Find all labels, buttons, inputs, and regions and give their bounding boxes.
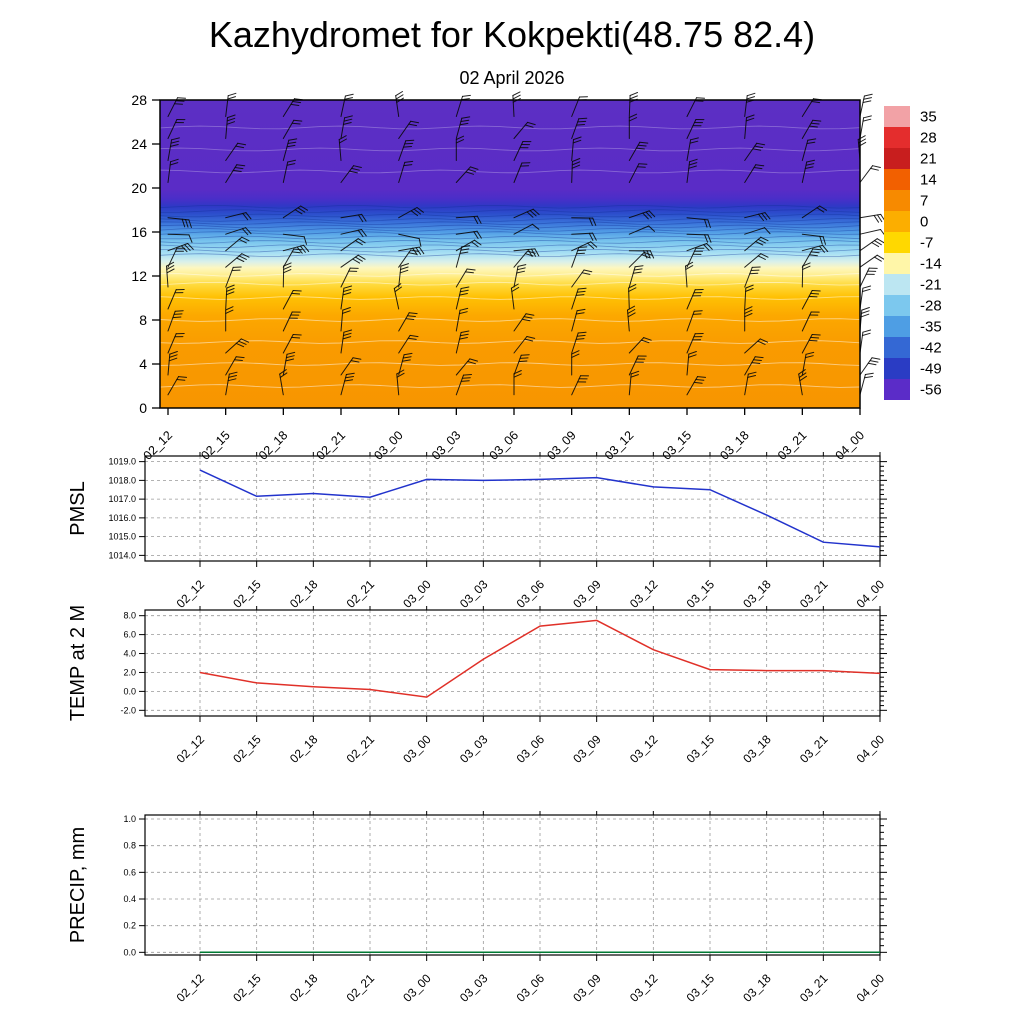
x-tick-label: 03_15 <box>684 971 718 1005</box>
colorbar-segment <box>884 337 910 358</box>
gridlines <box>145 815 880 955</box>
gridlines <box>145 610 880 716</box>
colorbar-segment <box>884 148 910 169</box>
y-tick-label: 1016.0 <box>108 513 136 523</box>
plot-border <box>145 610 880 716</box>
gridlines <box>145 456 880 561</box>
y-tick-label: 2.0 <box>123 667 136 677</box>
y-tick-label: 0.0 <box>123 947 136 957</box>
colorbar-label: 7 <box>920 193 928 210</box>
x-tick-label: 03_00 <box>400 971 434 1005</box>
x-tick-label: 03_00 <box>400 732 434 766</box>
y-tick-label: 1019.0 <box>108 457 136 467</box>
x-tick-label: 03_12 <box>627 971 661 1005</box>
x-tick-label: 03_09 <box>570 732 604 766</box>
page-subtitle: 02 April 2026 <box>0 68 1024 89</box>
colorbar-segment <box>884 106 910 127</box>
precip-line-chart: 1.0 0.8 0.6 0.4 0.2 0.0 02_12 02_15 02_18 02_21 03… <box>60 807 940 1027</box>
colorbar-segment <box>884 211 910 232</box>
y-tick-label: 16 <box>131 224 147 240</box>
x-tick-label: 02_15 <box>230 732 264 766</box>
colorbar-label: -56 <box>920 382 942 399</box>
y-tick-label: 0.0 <box>123 686 136 696</box>
colorbar-segment <box>884 232 910 253</box>
y-tick-label: 24 <box>131 136 147 152</box>
x-tick-label: 02_12 <box>174 732 208 766</box>
y-tick-label: 0.8 <box>123 841 136 851</box>
colorbar-label: -14 <box>920 256 942 273</box>
x-tick-label: 03_06 <box>514 732 548 766</box>
colorbar-label: -49 <box>920 361 942 378</box>
x-tick-label: 04_00 <box>854 971 888 1005</box>
colorbar-label: 21 <box>920 151 937 168</box>
colorbar-segment <box>884 358 910 379</box>
plot-border <box>145 815 880 955</box>
y-tick-label: 8 <box>139 312 147 328</box>
y-tick-label: 0.6 <box>123 867 136 877</box>
colorbar-label: -35 <box>920 319 942 336</box>
colorbar-label: -42 <box>920 340 942 357</box>
y-tick-label: 1015.0 <box>108 532 136 542</box>
x-tick-label: 03_18 <box>740 971 774 1005</box>
y-tick-label: 6.0 <box>123 630 136 640</box>
x-tick-label: 02_18 <box>287 732 321 766</box>
x-tick-label: 03_03 <box>457 971 491 1005</box>
x-tick-label: 03_15 <box>684 732 718 766</box>
colorbar-label: -7 <box>920 235 933 252</box>
colorbar-label: -28 <box>920 298 942 315</box>
colorbar-label: 35 <box>920 109 937 126</box>
y-tick-label: 4.0 <box>123 649 136 659</box>
y-tick-label: 1017.0 <box>108 494 136 504</box>
y-tick-label: 20 <box>131 180 147 196</box>
page-title: Kazhydromet for Kokpekti(48.75 82.4) <box>0 14 1024 56</box>
y-tick-label: 0.2 <box>123 921 136 931</box>
colorbar-label: 0 <box>920 214 928 231</box>
x-tick-label: 03_18 <box>740 732 774 766</box>
y-tick-label: -2.0 <box>120 705 136 715</box>
colorbar-label: 28 <box>920 130 937 147</box>
panel-ylabel: PMSL <box>67 481 89 535</box>
colorbar: 35 28 21 14 7 0 -7 -14 -21 -28 -35 -42 -49 -56 <box>884 106 942 400</box>
x-tick-label: 02_12 <box>174 971 208 1005</box>
colorbar-label: -21 <box>920 277 942 294</box>
colorbar-segment <box>884 169 910 190</box>
colorbar-segment <box>884 316 910 337</box>
x-tick-label: 04_00 <box>854 732 888 766</box>
y-tick-label: 0.4 <box>123 894 136 904</box>
panel-ylabel: TEMP at 2 M <box>67 605 89 721</box>
y-tick-label: 4 <box>139 356 147 372</box>
x-tick-label: 03_06 <box>514 971 548 1005</box>
colorbar-segment <box>884 379 910 400</box>
colorbar-segment <box>884 274 910 295</box>
y-tick-label: 0 <box>139 400 147 416</box>
y-tick-label: 12 <box>131 268 147 284</box>
y-tick-label: 28 <box>131 92 147 108</box>
x-tick-label: 02_15 <box>230 971 264 1005</box>
temp-2m-line-chart: 8.0 6.0 4.0 2.0 0.0 -2.0 02_12 02_15 02_18 02_21 0… <box>60 602 940 792</box>
colorbar-segment <box>884 127 910 148</box>
y-tick-label: 1018.0 <box>108 475 136 485</box>
y-tick-label: 1.0 <box>123 814 136 824</box>
x-tick-label: 02_21 <box>344 971 378 1005</box>
x-tick-label: 02_21 <box>344 732 378 766</box>
x-tick-label: 03_03 <box>457 732 491 766</box>
x-tick-label: 03_21 <box>797 971 831 1005</box>
plot-border <box>145 456 880 561</box>
colorbar-segment <box>884 253 910 274</box>
panel-ylabel: PRECIP, mm <box>67 827 89 943</box>
colorbar-label: 14 <box>920 172 937 189</box>
y-tick-label: 1014.0 <box>108 550 136 560</box>
x-tick-label: 02_18 <box>287 971 321 1005</box>
x-tick-label: 03_09 <box>570 971 604 1005</box>
colorbar-segment <box>884 295 910 316</box>
x-tick-label: 03_12 <box>627 732 661 766</box>
colorbar-segment <box>884 190 910 211</box>
y-tick-label: 8.0 <box>123 611 136 621</box>
x-tick-label: 03_21 <box>797 732 831 766</box>
